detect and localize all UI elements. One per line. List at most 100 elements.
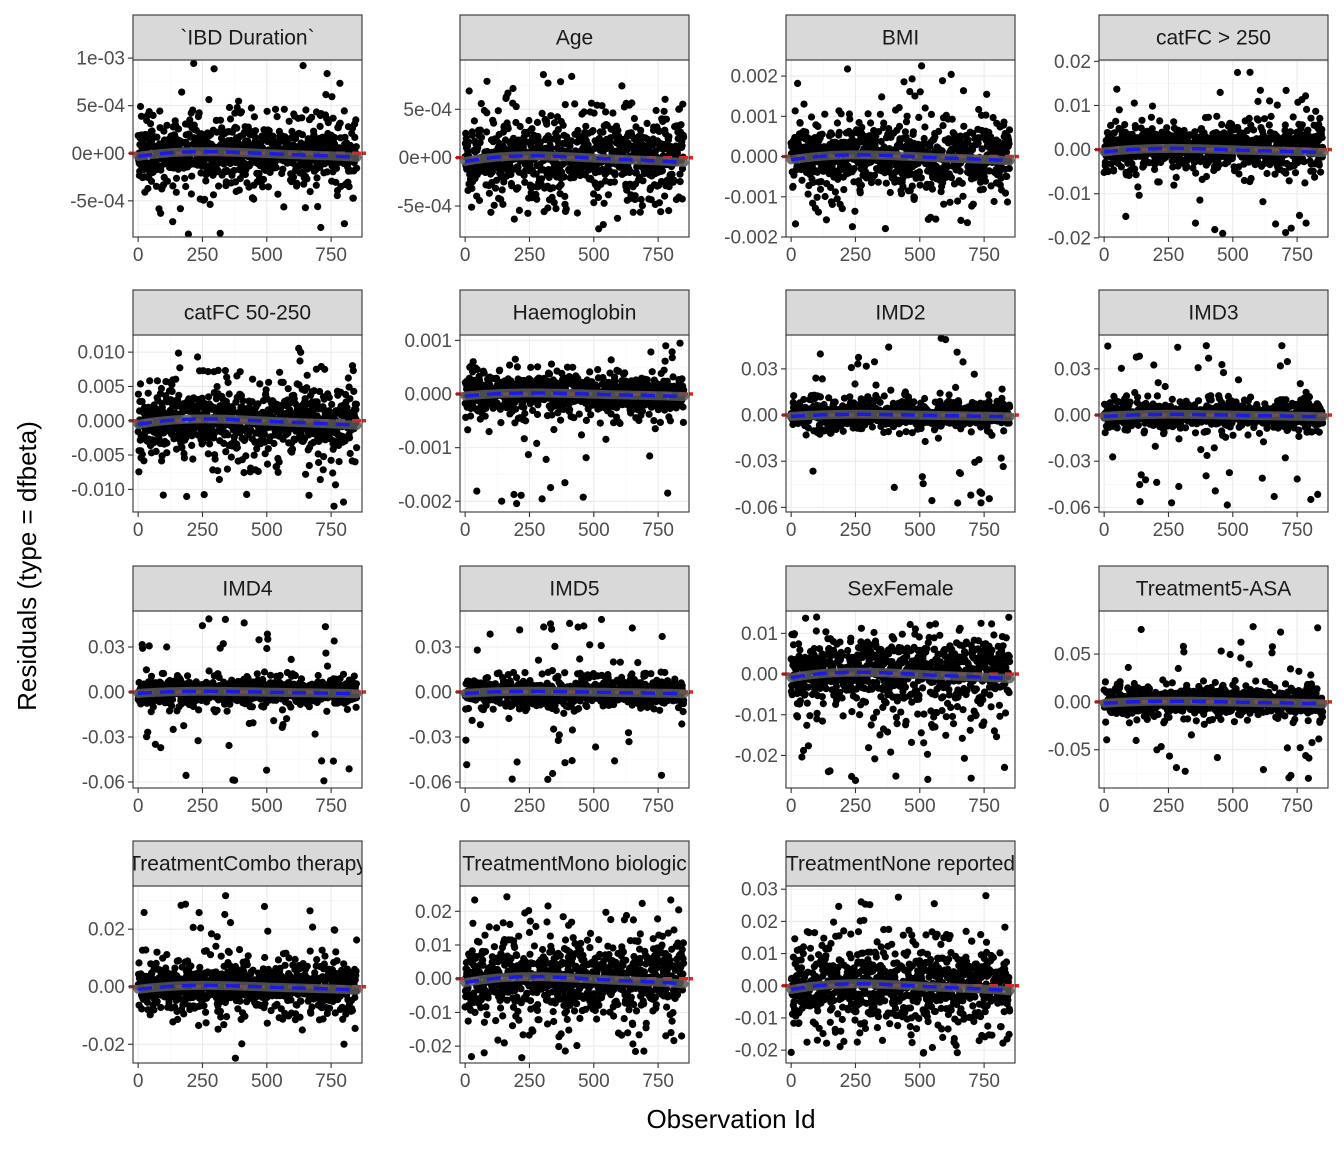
data-point [583, 417, 590, 424]
data-point [586, 368, 593, 375]
data-point [851, 208, 858, 215]
data-point [1004, 198, 1011, 205]
data-point [552, 205, 559, 212]
data-point [1133, 171, 1140, 178]
data-point [582, 123, 589, 130]
data-point [534, 411, 541, 418]
data-point [183, 493, 190, 500]
data-point [918, 174, 925, 181]
data-point [169, 182, 176, 189]
data-point [566, 406, 573, 413]
data-point [490, 120, 497, 127]
smooth-group [128, 152, 367, 158]
data-point [1213, 113, 1220, 120]
data-point [256, 380, 263, 387]
data-point [900, 78, 907, 85]
data-point [1000, 119, 1007, 126]
x-tick-label: 0 [1099, 245, 1110, 266]
data-point [1192, 220, 1199, 227]
x-tick-label: 0 [460, 245, 471, 266]
data-point [865, 110, 872, 117]
data-point [160, 492, 167, 499]
data-point [628, 99, 635, 106]
data-point [153, 134, 160, 141]
data-point [632, 192, 639, 199]
data-point [1307, 115, 1314, 122]
data-point [561, 193, 568, 200]
data-point [336, 80, 343, 87]
data-point [898, 190, 905, 197]
data-point [153, 448, 160, 455]
data-point [486, 190, 493, 197]
data-point [631, 115, 638, 122]
data-point [520, 404, 527, 411]
data-point [665, 133, 672, 140]
data-point [346, 183, 353, 190]
data-point [679, 195, 686, 202]
data-point [163, 440, 170, 447]
data-point [467, 412, 474, 419]
data-point [297, 349, 304, 356]
data-point [286, 118, 293, 125]
data-point [1131, 100, 1138, 107]
data-point [560, 122, 567, 129]
data-point [215, 183, 222, 190]
data-point [917, 88, 924, 95]
data-point [487, 209, 494, 216]
data-point [154, 377, 161, 384]
data-point [637, 209, 644, 216]
data-point [639, 177, 646, 184]
data-point [562, 101, 569, 108]
data-point [1246, 115, 1253, 122]
data-point [904, 113, 911, 120]
data-point [533, 440, 540, 447]
data-point [600, 221, 607, 228]
data-point [548, 361, 555, 368]
data-point [351, 134, 358, 141]
data-point [1255, 117, 1262, 124]
data-point [829, 201, 836, 208]
smooth-group [128, 419, 367, 426]
data-point [601, 200, 608, 207]
data-point [915, 114, 922, 121]
data-point [1156, 178, 1163, 185]
data-point [1218, 121, 1225, 128]
data-point [1299, 121, 1306, 128]
data-point [274, 113, 281, 120]
data-point [1261, 115, 1268, 122]
data-point [598, 102, 605, 109]
data-point [867, 119, 874, 126]
data-point [513, 103, 520, 110]
data-point [964, 219, 971, 226]
data-point [333, 165, 340, 172]
data-point [350, 388, 357, 395]
data-point [238, 108, 245, 115]
data-point [499, 201, 506, 208]
data-point [260, 176, 267, 183]
data-point [341, 107, 348, 114]
data-point [557, 417, 564, 424]
data-point [234, 444, 241, 451]
data-point [169, 218, 176, 225]
data-point [630, 209, 637, 216]
data-point [196, 109, 203, 116]
data-point [983, 91, 990, 98]
data-point [483, 78, 490, 85]
data-point [145, 390, 152, 397]
data-point [222, 367, 229, 374]
data-point [265, 183, 272, 190]
data-point [477, 127, 484, 134]
data-point [814, 123, 821, 130]
data-point [1296, 212, 1303, 219]
data-point [815, 209, 822, 216]
data-point [844, 65, 851, 72]
data-point [918, 62, 925, 69]
data-point [839, 205, 846, 212]
data-point [264, 108, 271, 115]
data-point [353, 444, 360, 451]
data-point [290, 174, 297, 181]
data-point [512, 356, 519, 363]
data-point [498, 498, 505, 505]
data-point [324, 70, 331, 77]
